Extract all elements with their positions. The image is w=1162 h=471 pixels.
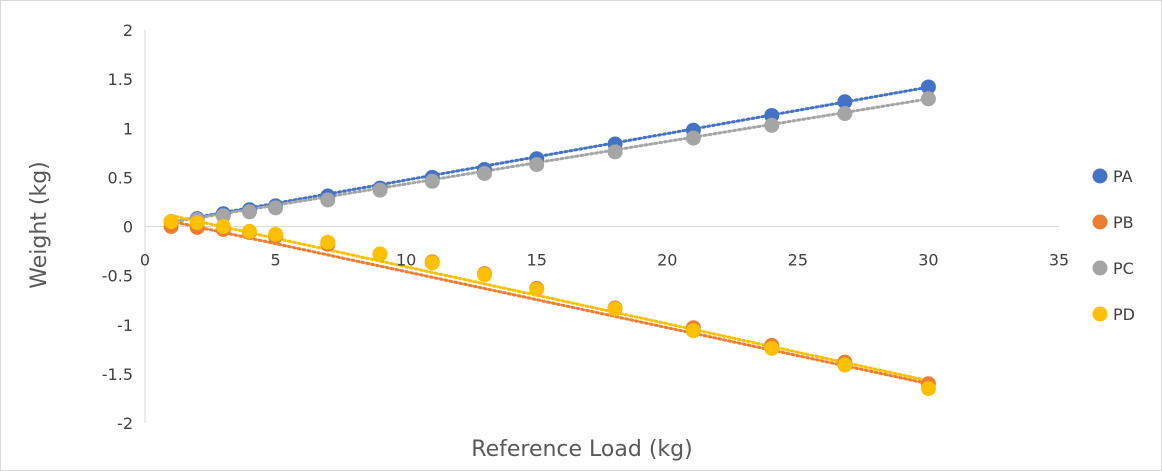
point-pd <box>476 267 492 283</box>
point-pc <box>685 130 701 146</box>
point-pc <box>529 157 545 173</box>
point-pd <box>607 301 623 317</box>
legend-marker-pc <box>1092 260 1108 276</box>
x-tick-label: 35 <box>1049 251 1069 270</box>
y-tick-label: -1.5 <box>102 365 133 384</box>
tick-labels: 0 5 10 15 20 25 30 35 2 1.5 1 0.5 0 -0.5 -1 -1.5 -2 <box>102 21 1069 433</box>
point-pd <box>764 340 780 356</box>
trendline-pc <box>169 97 930 224</box>
point-pd <box>837 357 853 373</box>
point-pd <box>424 255 440 271</box>
point-pc <box>424 173 440 189</box>
y-tick-label: -1 <box>117 316 133 335</box>
legend-label-pd: PD <box>1113 305 1135 324</box>
point-pd <box>215 219 231 234</box>
point-pd <box>920 381 936 397</box>
point-pc <box>476 165 492 181</box>
point-pc <box>920 91 936 107</box>
point-pd <box>163 214 179 230</box>
point-pd <box>685 323 701 339</box>
legend-label-pa: PA <box>1113 167 1133 186</box>
trendline-pa <box>169 85 930 224</box>
point-pd <box>189 215 205 231</box>
y-tick-label: 1 <box>123 119 133 138</box>
legend-marker-pb <box>1092 214 1108 230</box>
y-tick-label: -2 <box>117 414 133 433</box>
point-pc <box>607 144 623 160</box>
x-tick-label: 10 <box>396 251 416 270</box>
point-pc <box>320 192 336 208</box>
y-tick-label: 0.5 <box>108 168 133 187</box>
point-pc <box>372 182 388 198</box>
point-pc <box>215 208 231 224</box>
legend: PA PB PC PD <box>1092 167 1135 324</box>
point-pa <box>837 94 853 110</box>
y-tick-label: 1.5 <box>108 70 133 89</box>
point-pa <box>920 79 936 95</box>
x-tick-label: 25 <box>788 251 808 270</box>
legend-marker-pd <box>1092 306 1108 322</box>
point-pd <box>241 223 257 239</box>
y-tick-label: -0.5 <box>102 267 133 286</box>
point-pd <box>268 226 284 242</box>
x-tick-label: 5 <box>270 251 280 270</box>
y-tick-label: 0 <box>123 218 133 237</box>
point-pd <box>320 234 336 250</box>
y-tick-label: 2 <box>123 21 133 40</box>
x-tick-label: 15 <box>527 251 547 270</box>
trendline-pd <box>169 213 930 383</box>
x-axis-title: Reference Load (kg) <box>471 437 692 462</box>
point-pd <box>372 246 388 262</box>
point-pc <box>837 106 853 122</box>
x-tick-label: 20 <box>657 251 677 270</box>
point-pd <box>529 281 545 297</box>
trendlines <box>169 85 930 386</box>
x-tick-label: 30 <box>918 251 938 270</box>
point-pc <box>764 117 780 133</box>
data-points <box>163 79 936 397</box>
y-axis-title: Weight (kg) <box>27 161 52 289</box>
legend-label-pb: PB <box>1113 213 1134 232</box>
legend-marker-pa <box>1092 168 1108 184</box>
legend-label-pc: PC <box>1113 259 1134 278</box>
axes <box>144 30 1059 423</box>
point-pc <box>268 200 284 216</box>
point-pc <box>241 204 257 220</box>
trendline-pb <box>169 219 930 386</box>
x-tick-label: 0 <box>140 251 150 270</box>
